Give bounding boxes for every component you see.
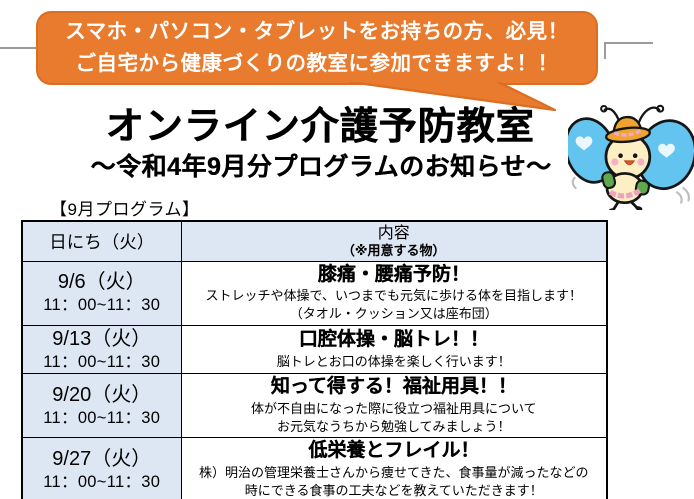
date-cell: 9/27（火） 11：00~11：30 bbox=[21, 437, 182, 499]
date-cell: 9/13（火） 11：00~11：30 bbox=[21, 324, 182, 375]
session-desc: 脳トレとお口の体操を楽しく行います！ bbox=[276, 353, 511, 369]
session-title: 口腔体操・脳トレ！！ bbox=[298, 328, 489, 350]
session-time: 11：00~11：30 bbox=[43, 408, 161, 427]
session-date: 9/6（火） bbox=[57, 271, 146, 294]
mascot-hat bbox=[605, 115, 651, 144]
mascot-clothes bbox=[601, 171, 650, 199]
session-desc: 体が不自由になった際に役立つ福祉用具について bbox=[250, 400, 537, 416]
content-cell: 口腔体操・脳トレ！！ 脳トレとお口の体操を楽しく行います！ bbox=[180, 324, 608, 375]
session-time: 11：00~11：30 bbox=[43, 296, 161, 315]
session-items: （タオル・クッション又は座布団） bbox=[289, 306, 498, 322]
table-row: 9/27（火） 11：00~11：30 低栄養とフレイル！ 株）明治の管理栄養士… bbox=[21, 437, 608, 499]
session-time: 11：00~11：30 bbox=[43, 472, 161, 491]
page-title: オンライン介護予防教室 bbox=[105, 106, 535, 148]
header-content-column: 内容 （※用意する物） bbox=[180, 220, 608, 262]
header-content-title: 内容 bbox=[377, 224, 410, 242]
speech-bubble: スマホ・パソコン・タブレットをお持ちの方、必見！ ご自宅から健康づくりの教室に参… bbox=[36, 11, 598, 85]
table-row: 9/6（火） 11：00~11：30 膝痛・腰痛予防！ ストレッチや体操で、いつ… bbox=[21, 260, 608, 326]
mascot-wings bbox=[568, 117, 694, 190]
motion-lines bbox=[571, 176, 690, 204]
session-desc: 時にできる食事の工夫などを教えていただきます！ bbox=[244, 483, 543, 499]
textbox-border-artifact-left bbox=[0, 47, 36, 49]
session-date: 9/27（火） bbox=[52, 447, 152, 470]
speech-bubble-tail bbox=[349, 82, 557, 112]
session-title: 低栄養とフレイル！ bbox=[308, 440, 480, 462]
date-cell: 9/6（火） 11：00~11：30 bbox=[21, 260, 182, 326]
speech-bubble-line2: ご自宅から健康づくりの教室に参加できますよ！！ bbox=[75, 52, 559, 75]
section-label: 【9月プログラム】 bbox=[50, 200, 200, 219]
speech-bubble-line1: スマホ・パソコン・タブレットをお持ちの方、必見！ bbox=[65, 19, 569, 43]
content-cell: 低栄養とフレイル！ 株）明治の管理栄養士さんから痩せてきた、食事量が減ったなどの… bbox=[180, 437, 608, 499]
session-date: 9/13（火） bbox=[52, 327, 152, 350]
session-desc: お元気なうちから勉強してみましょう！ bbox=[276, 419, 511, 435]
session-title: 膝痛・腰痛予防！ bbox=[317, 263, 470, 285]
content-cell: 膝痛・腰痛予防！ ストレッチや体操で、いつまでも元気に歩ける体を目指します！ （… bbox=[180, 260, 608, 326]
textbox-border-artifact-corner bbox=[604, 42, 653, 59]
session-title: 知って得する！福祉用具！！ bbox=[270, 376, 517, 398]
page-subtitle: ～令和4年9月分プログラムのお知らせ～ bbox=[90, 153, 552, 181]
session-desc: ストレッチや体操で、いつまでも元気に歩ける体を目指します！ bbox=[205, 288, 582, 304]
header-date-column: 日にち（火） bbox=[21, 220, 182, 262]
table-row: 9/20（火） 11：00~11：30 知って得する！福祉用具！！ 体が不自由に… bbox=[21, 373, 608, 439]
butterfly-bee-mascot-icon bbox=[568, 104, 694, 210]
table-row: 9/13（火） 11：00~11：30 口腔体操・脳トレ！！ 脳トレとお口の体操… bbox=[21, 324, 608, 375]
session-date: 9/20（火） bbox=[52, 383, 152, 406]
date-cell: 9/20（火） 11：00~11：30 bbox=[21, 373, 182, 439]
program-table: 日にち（火） 内容 （※用意する物） 9/6（火） 11：00~11：30 膝痛… bbox=[21, 220, 608, 499]
content-cell: 知って得する！福祉用具！！ 体が不自由になった際に役立つ福祉用具について お元気… bbox=[180, 373, 608, 439]
header-content-note: （※用意する物） bbox=[341, 243, 446, 259]
session-desc: 株）明治の管理栄養士さんから痩せてきた、食事量が減ったなどの bbox=[198, 464, 589, 480]
session-time: 11：00~11：30 bbox=[43, 352, 161, 371]
mascot-face bbox=[611, 153, 645, 166]
